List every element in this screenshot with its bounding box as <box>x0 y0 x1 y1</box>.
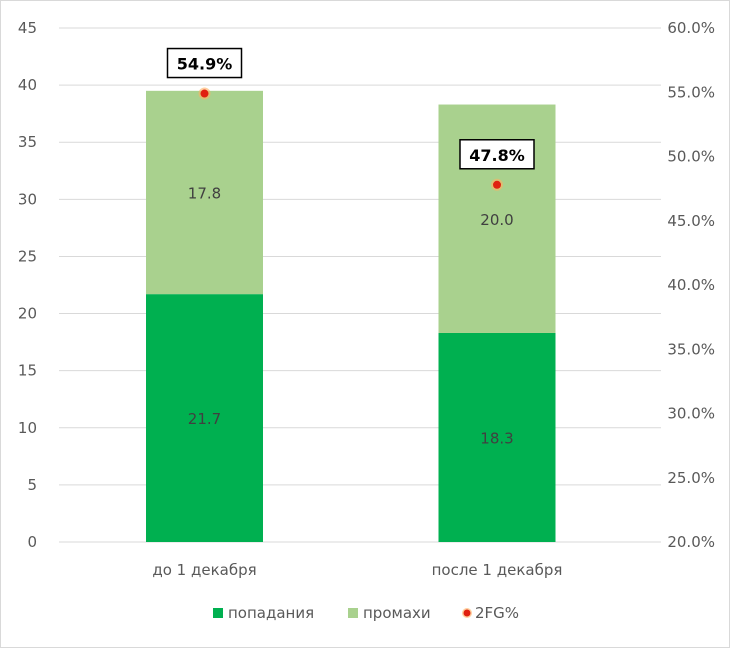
bar-data-label: 17.8 <box>188 184 221 202</box>
x-tick-label: после 1 декабря <box>432 561 563 579</box>
legend-label: промахи <box>363 604 431 622</box>
y-tick-label: 25 <box>18 247 37 265</box>
legend-swatch-hits <box>213 608 223 618</box>
y-tick-label: 15 <box>18 362 37 380</box>
bar-segment-misses <box>146 90 263 295</box>
y2-tick-label: 35.0% <box>667 340 715 358</box>
y-tick-label: 30 <box>18 190 37 208</box>
bar-data-label: 21.7 <box>188 410 221 428</box>
point-data-label: 47.8% <box>469 146 525 165</box>
y-tick-label: 35 <box>18 133 37 151</box>
point-data-label: 54.9% <box>177 55 233 74</box>
fg-percent-point <box>493 180 501 189</box>
legend-label: попадания <box>228 604 314 622</box>
legend-swatch-misses <box>348 608 358 618</box>
bar-data-label: 20.0 <box>480 211 513 229</box>
point-label-box <box>166 47 243 79</box>
y2-tick-label: 45.0% <box>667 212 715 230</box>
y-tick-label: 0 <box>27 533 37 551</box>
y-tick-label: 45 <box>18 19 37 37</box>
y2-tick-label: 30.0% <box>667 405 715 423</box>
y-tick-label: 40 <box>18 76 37 94</box>
legend-marker-fg <box>463 609 471 617</box>
legend-label: 2FG% <box>475 604 519 622</box>
point-label-box <box>459 139 535 170</box>
y2-tick-label: 20.0% <box>667 533 715 551</box>
y2-tick-label: 50.0% <box>667 148 715 166</box>
bar-segment-hits <box>438 332 556 542</box>
y-tick-label: 10 <box>18 419 37 437</box>
x-tick-label: до 1 декабря <box>152 561 256 579</box>
y-tick-label: 20 <box>18 305 37 323</box>
bar-segment-hits <box>146 294 263 542</box>
y2-tick-label: 55.0% <box>667 83 715 101</box>
y2-tick-label: 25.0% <box>667 469 715 487</box>
y2-tick-label: 40.0% <box>667 276 715 294</box>
fg-percent-point <box>200 89 209 98</box>
y-tick-label: 5 <box>27 476 37 494</box>
bar-data-label: 18.3 <box>480 429 513 447</box>
y2-tick-label: 60.0% <box>667 19 715 37</box>
